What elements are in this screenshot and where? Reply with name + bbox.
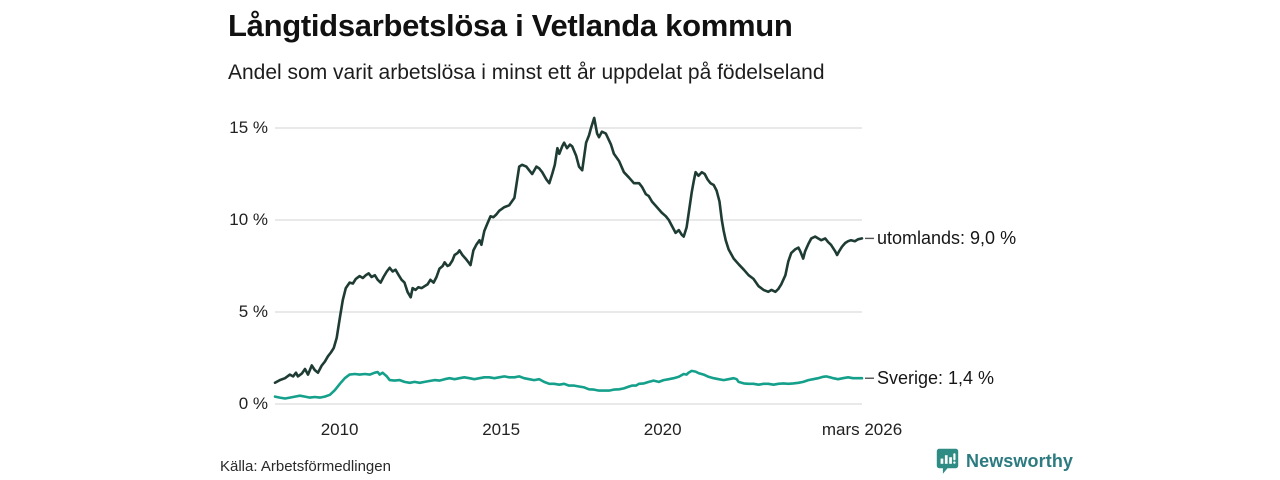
brand-name: Newsworthy: [966, 451, 1074, 471]
y-tick-label: 15 %: [229, 118, 268, 137]
page-title: Långtidsarbetslösa i Vetlanda kommun: [228, 8, 793, 43]
series-line-Sverige: [273, 369, 864, 400]
x-tick-label: 2010: [320, 420, 359, 439]
series-label-utomlands: utomlands: 9,0 %: [877, 228, 1017, 249]
bar-chart-speech-bubble-icon: [936, 448, 959, 475]
y-tick-label: 0 %: [238, 394, 268, 413]
newsworthy-logo[interactable]: Newsworthy: [936, 448, 1073, 475]
series-line-utomlands: [273, 116, 864, 385]
x-tick-label: 2015: [482, 420, 521, 439]
x-tick-label: mars 2026: [821, 420, 903, 439]
source-note: Källa: Arbetsförmedlingen: [220, 458, 391, 475]
chart-subtitle: Andel som varit arbetslösa i minst ett å…: [228, 61, 825, 84]
y-tick-label: 10 %: [229, 210, 268, 229]
y-tick-label: 5 %: [238, 302, 268, 321]
series-label-sverige: Sverige: 1,4 %: [877, 368, 995, 389]
x-tick-label: 2020: [643, 420, 682, 439]
